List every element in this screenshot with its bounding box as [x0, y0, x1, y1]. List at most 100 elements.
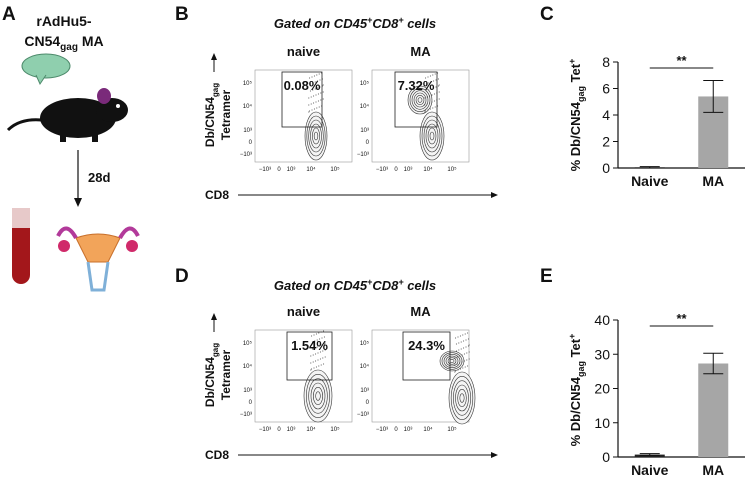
event-dot: [322, 98, 324, 100]
event-dot: [312, 354, 314, 356]
event-dot: [428, 89, 430, 91]
event-dot: [308, 97, 310, 99]
event-dot: [315, 353, 317, 355]
uterus-illustration: [56, 226, 140, 292]
gate-percent: 7.32%: [398, 78, 435, 93]
event-dot: [317, 93, 319, 95]
text-part: Tet: [568, 63, 583, 86]
contour: [450, 376, 474, 420]
contour: [310, 382, 326, 410]
tick-label: 10⁵: [330, 426, 340, 433]
mouse-illustration: [6, 53, 128, 142]
tick-label: −10³: [240, 412, 252, 418]
arrow-head: [211, 53, 217, 60]
text-part: gag: [576, 361, 586, 377]
tick-label: 10³: [243, 388, 252, 394]
event-dot: [454, 364, 456, 366]
event-dot: [433, 100, 435, 102]
event-dot: [462, 334, 464, 336]
significance: **: [676, 53, 687, 68]
contour: [415, 95, 425, 105]
event-dot: [311, 368, 313, 370]
blood-tube: [12, 208, 30, 284]
gate: [281, 71, 323, 128]
event-dot: [457, 336, 459, 338]
event-dot: [317, 80, 319, 82]
flow-y-label: Tetramer: [219, 89, 233, 140]
event-dot: [324, 342, 326, 344]
event-dot: [438, 91, 440, 93]
event-dot: [311, 109, 313, 111]
event-dot: [457, 369, 459, 371]
event-dot: [313, 367, 315, 369]
event-dot: [462, 367, 464, 369]
y-tick-label: 20: [594, 381, 610, 397]
text-part: Tet: [568, 338, 583, 361]
contour: [407, 85, 433, 115]
flow-title: Gated on CD45+CD8+ cells: [274, 277, 436, 293]
event-dot: [311, 341, 313, 343]
contour: [313, 131, 319, 141]
event-dot: [314, 88, 316, 90]
error-bar: [639, 166, 660, 169]
contour: [306, 115, 326, 157]
vaccine-label: CN54gag MA: [24, 33, 103, 53]
contour: [443, 354, 461, 368]
event-dot: [313, 95, 315, 97]
event-dot: [310, 369, 312, 371]
y-tick-label: 0: [602, 160, 610, 176]
tick-label: 0: [366, 400, 370, 406]
y-tick-label: 10: [594, 415, 610, 431]
contour: [441, 352, 463, 370]
text-part: +: [398, 15, 404, 25]
event-dot: [438, 84, 440, 86]
y-tick-label: 40: [594, 312, 610, 328]
tick-label: −10³: [259, 427, 271, 433]
contour: [447, 357, 457, 365]
tick-label: 10⁴: [360, 103, 370, 110]
contour: [455, 384, 469, 412]
tick-label: −10³: [357, 152, 369, 158]
tick-label: 10³: [287, 167, 296, 173]
event-dot: [312, 89, 314, 91]
event-dot: [319, 86, 321, 88]
tick-label: 10⁵: [243, 340, 253, 347]
event-dot: [430, 88, 432, 90]
flow-y-label: Tetramer: [219, 349, 233, 400]
tick-label: 10⁵: [330, 166, 340, 173]
event-dot: [317, 87, 319, 89]
event-dot: [432, 74, 434, 76]
event-dot: [319, 358, 321, 360]
event-dot: [459, 335, 461, 337]
event-dot: [455, 370, 457, 372]
event-dot: [463, 360, 465, 362]
text-part: Db/CN54: [203, 97, 217, 147]
event-dot: [426, 103, 428, 105]
interval-label: 28d: [88, 170, 110, 185]
event-dot: [309, 83, 311, 85]
tick-label: −10³: [376, 167, 388, 173]
contour: [448, 371, 476, 425]
event-dot: [311, 335, 313, 337]
event-dot: [464, 366, 466, 368]
plot-frame: [371, 69, 470, 163]
event-dot: [318, 106, 320, 108]
event-dot: [428, 82, 430, 84]
tick-label: −10³: [240, 152, 252, 158]
event-dot: [318, 365, 320, 367]
tick-label: 10⁴: [306, 426, 316, 433]
event-dot: [468, 344, 470, 346]
contour: [453, 380, 471, 416]
contour: [439, 350, 465, 372]
text-part: +: [567, 59, 577, 64]
y-axis-label: % Db/CN54gag Tet+: [567, 334, 586, 447]
event-dot: [465, 346, 467, 348]
text-part: gag: [576, 86, 586, 102]
event-dot: [434, 106, 436, 108]
event-dot: [315, 101, 317, 103]
event-dot: [313, 334, 315, 336]
contour: [429, 131, 435, 141]
gate-percent: 24.3%: [408, 338, 445, 353]
text-part: Gated on CD45: [274, 278, 368, 293]
